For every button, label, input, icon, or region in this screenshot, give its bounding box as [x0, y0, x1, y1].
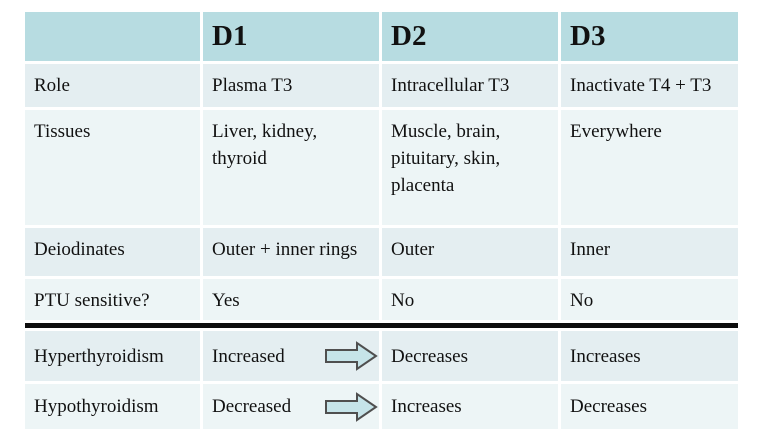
- right-arrow-icon: [324, 341, 378, 371]
- cell-deiodinates-d1: Outer + inner rings: [203, 228, 379, 276]
- deiodinase-comparison-table: D1 D2 D3 Role Plasma T3 Intracellular T3…: [25, 12, 738, 429]
- cell-role-d2: Intracellular T3: [382, 64, 558, 107]
- cell-hypothyroidism-d1-text: Decreased: [212, 396, 292, 417]
- cell-role-d3: Inactivate T4 + T3: [561, 64, 738, 107]
- cell-hypothyroidism-d3: Decreases: [561, 384, 738, 429]
- cell-tissues-d2: Muscle, brain, pituitary, skin, placenta: [382, 110, 558, 225]
- cell-hyperthyroidism-d1-text: Increased: [212, 345, 285, 367]
- right-arrow-icon: [324, 391, 378, 422]
- cell-hyperthyroidism-d2: Decreases: [382, 331, 558, 381]
- header-d2: D2: [382, 12, 558, 61]
- row-label-tissues: Tissues: [25, 110, 200, 225]
- cell-deiodinates-d2: Outer: [382, 228, 558, 276]
- cell-ptu-d2: No: [382, 279, 558, 320]
- row-label-hyperthyroidism: Hyperthyroidism: [25, 331, 200, 381]
- cell-tissues-d1: Liver, kidney, thyroid: [203, 110, 379, 225]
- row-label-hypothyroidism: Hypothyroidism: [25, 384, 200, 429]
- section-divider-line: [25, 323, 738, 328]
- header-d3: D3: [561, 12, 738, 61]
- cell-deiodinates-d3: Inner: [561, 228, 738, 276]
- cell-tissues-d3: Everywhere: [561, 110, 738, 225]
- cell-hyperthyroidism-d1: Increased: [203, 331, 379, 381]
- cell-ptu-d3: No: [561, 279, 738, 320]
- row-label-role: Role: [25, 64, 200, 107]
- header-d1: D1: [203, 12, 379, 61]
- row-label-deiodinates: Deiodinates: [25, 228, 200, 276]
- cell-ptu-d1: Yes: [203, 279, 379, 320]
- header-blank-cell: [25, 12, 200, 61]
- cell-hyperthyroidism-d3: Increases: [561, 331, 738, 381]
- cell-role-d1: Plasma T3: [203, 64, 379, 107]
- cell-hypothyroidism-d2: Increases: [382, 384, 558, 429]
- row-label-ptu-sensitive: PTU sensitive?: [25, 279, 200, 320]
- cell-hypothyroidism-d1: Decreased: [203, 384, 379, 429]
